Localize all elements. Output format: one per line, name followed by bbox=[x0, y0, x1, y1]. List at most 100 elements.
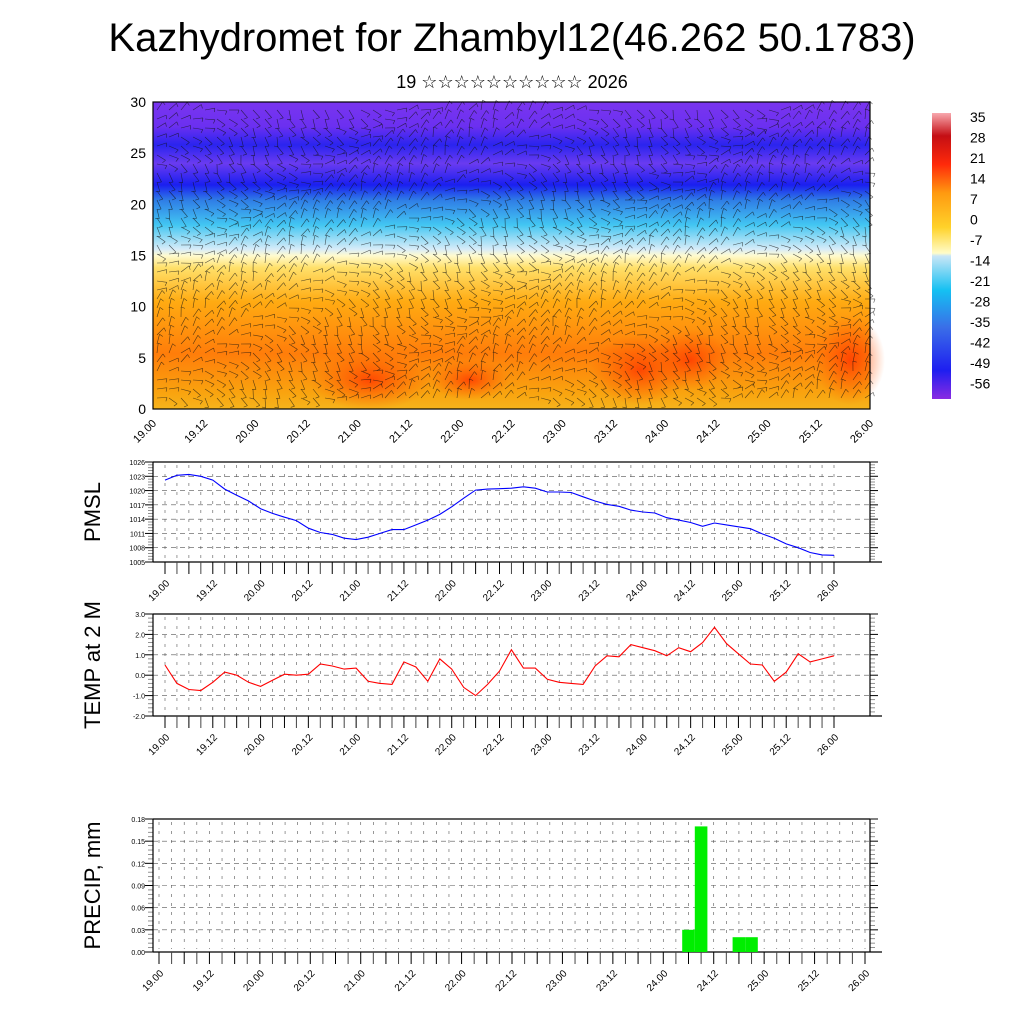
wind-barb-flag bbox=[669, 173, 672, 178]
x-tick-label: 22.00 bbox=[433, 578, 459, 604]
wind-barb bbox=[816, 173, 823, 183]
wind-barb bbox=[744, 316, 747, 327]
wind-barb-flag bbox=[709, 118, 714, 120]
wind-barb-flag bbox=[631, 228, 634, 232]
wind-barb bbox=[816, 226, 826, 234]
wind-barb bbox=[300, 254, 307, 264]
wind-barb bbox=[384, 155, 391, 165]
wind-barb bbox=[372, 280, 379, 290]
x-tick-label: 25.12 bbox=[768, 732, 794, 758]
wind-barb-flag bbox=[579, 153, 583, 156]
wind-barb bbox=[768, 271, 778, 278]
wind-barb-flag bbox=[508, 316, 512, 320]
wind-barb-flag bbox=[819, 279, 823, 282]
wind-barb bbox=[420, 334, 432, 336]
wind-barb-flag bbox=[220, 307, 225, 311]
wind-barb-flag bbox=[380, 265, 383, 269]
wind-barb-flag bbox=[621, 344, 624, 349]
wind-barb-flag bbox=[353, 313, 358, 317]
wind-barb bbox=[660, 236, 667, 246]
wind-barb bbox=[348, 252, 360, 255]
wind-barb bbox=[168, 387, 179, 390]
wind-barb-flag bbox=[789, 357, 791, 362]
wind-barb-flag bbox=[724, 226, 728, 230]
wind-barb-flag bbox=[520, 242, 525, 246]
wind-barb bbox=[336, 127, 347, 132]
wind-barb-flag bbox=[267, 360, 272, 363]
wind-barb bbox=[612, 248, 622, 255]
wind-barb-flag bbox=[547, 158, 551, 162]
wind-barb bbox=[228, 272, 236, 282]
wind-barb-flag bbox=[579, 316, 584, 319]
wind-barb bbox=[744, 164, 751, 174]
wind-barb bbox=[240, 280, 245, 291]
wind-barb-flag bbox=[484, 136, 488, 140]
wind-barb bbox=[204, 271, 207, 282]
wind-barb bbox=[672, 254, 680, 264]
wind-barb bbox=[552, 309, 560, 318]
wind-barb bbox=[600, 279, 603, 291]
wind-barb bbox=[732, 242, 743, 246]
wind-barb bbox=[156, 172, 162, 183]
wind-barb bbox=[156, 217, 163, 227]
wind-barb bbox=[828, 271, 836, 281]
wind-barb-flag bbox=[813, 344, 816, 349]
wind-barb bbox=[336, 136, 344, 145]
wind-barb bbox=[252, 127, 256, 138]
wind-barb bbox=[768, 192, 777, 201]
wind-barb bbox=[552, 337, 561, 345]
wind-barb-flag bbox=[201, 356, 203, 362]
wind-barb bbox=[324, 379, 334, 386]
wind-barb bbox=[348, 118, 355, 128]
wind-barb-flag bbox=[783, 261, 788, 264]
wind-barb-flag bbox=[813, 216, 816, 221]
wind-barb bbox=[348, 190, 354, 201]
wind-barb bbox=[720, 145, 732, 147]
wind-barb-flag bbox=[201, 104, 203, 109]
wind-barb-flag bbox=[211, 318, 215, 323]
wind-barb bbox=[252, 343, 263, 349]
wind-barb bbox=[540, 113, 550, 120]
wind-barb bbox=[480, 280, 490, 287]
wind-barb-flag bbox=[579, 180, 584, 183]
wind-barb bbox=[216, 300, 225, 309]
wind-barb-flag bbox=[685, 334, 690, 336]
wind-barb-flag bbox=[244, 377, 249, 380]
wind-barb bbox=[180, 208, 188, 217]
wind-barb-flag bbox=[188, 265, 191, 270]
wind-barb bbox=[168, 298, 172, 309]
wind-barb bbox=[864, 361, 868, 372]
wind-barb-flag bbox=[486, 214, 490, 218]
wind-barb bbox=[252, 270, 254, 282]
wind-barb-flag bbox=[521, 251, 525, 254]
wind-barb bbox=[180, 388, 191, 392]
wind-barb-flag bbox=[788, 193, 791, 198]
wind-barb bbox=[444, 163, 449, 174]
wind-barb-flag bbox=[280, 368, 285, 372]
wind-barb bbox=[840, 280, 850, 287]
wind-barb bbox=[480, 298, 491, 303]
wind-barb-flag bbox=[800, 355, 803, 360]
wind-barb bbox=[288, 200, 295, 210]
wind-barb bbox=[840, 253, 844, 264]
wind-barb bbox=[600, 127, 610, 135]
wind-barb bbox=[444, 187, 455, 192]
wind-barb bbox=[276, 254, 283, 264]
wind-barb-flag bbox=[272, 293, 275, 297]
wind-barb bbox=[696, 279, 708, 282]
wind-barb-flag bbox=[233, 133, 238, 137]
wind-barb bbox=[600, 361, 611, 365]
wind-barb-flag bbox=[225, 351, 228, 356]
wind-barb bbox=[648, 295, 659, 300]
wind-barb-flag bbox=[388, 181, 393, 185]
wind-barb bbox=[756, 164, 763, 174]
wind-barb-flag bbox=[536, 302, 539, 306]
wind-barb-flag bbox=[388, 278, 393, 282]
wind-barb-flag bbox=[665, 359, 669, 362]
wind-barb-flag bbox=[857, 145, 861, 150]
wind-barb bbox=[804, 354, 812, 363]
wind-barb bbox=[804, 334, 816, 336]
wind-barb-flag bbox=[700, 235, 705, 239]
wind-barb bbox=[840, 324, 851, 327]
wind-barb bbox=[540, 226, 548, 235]
